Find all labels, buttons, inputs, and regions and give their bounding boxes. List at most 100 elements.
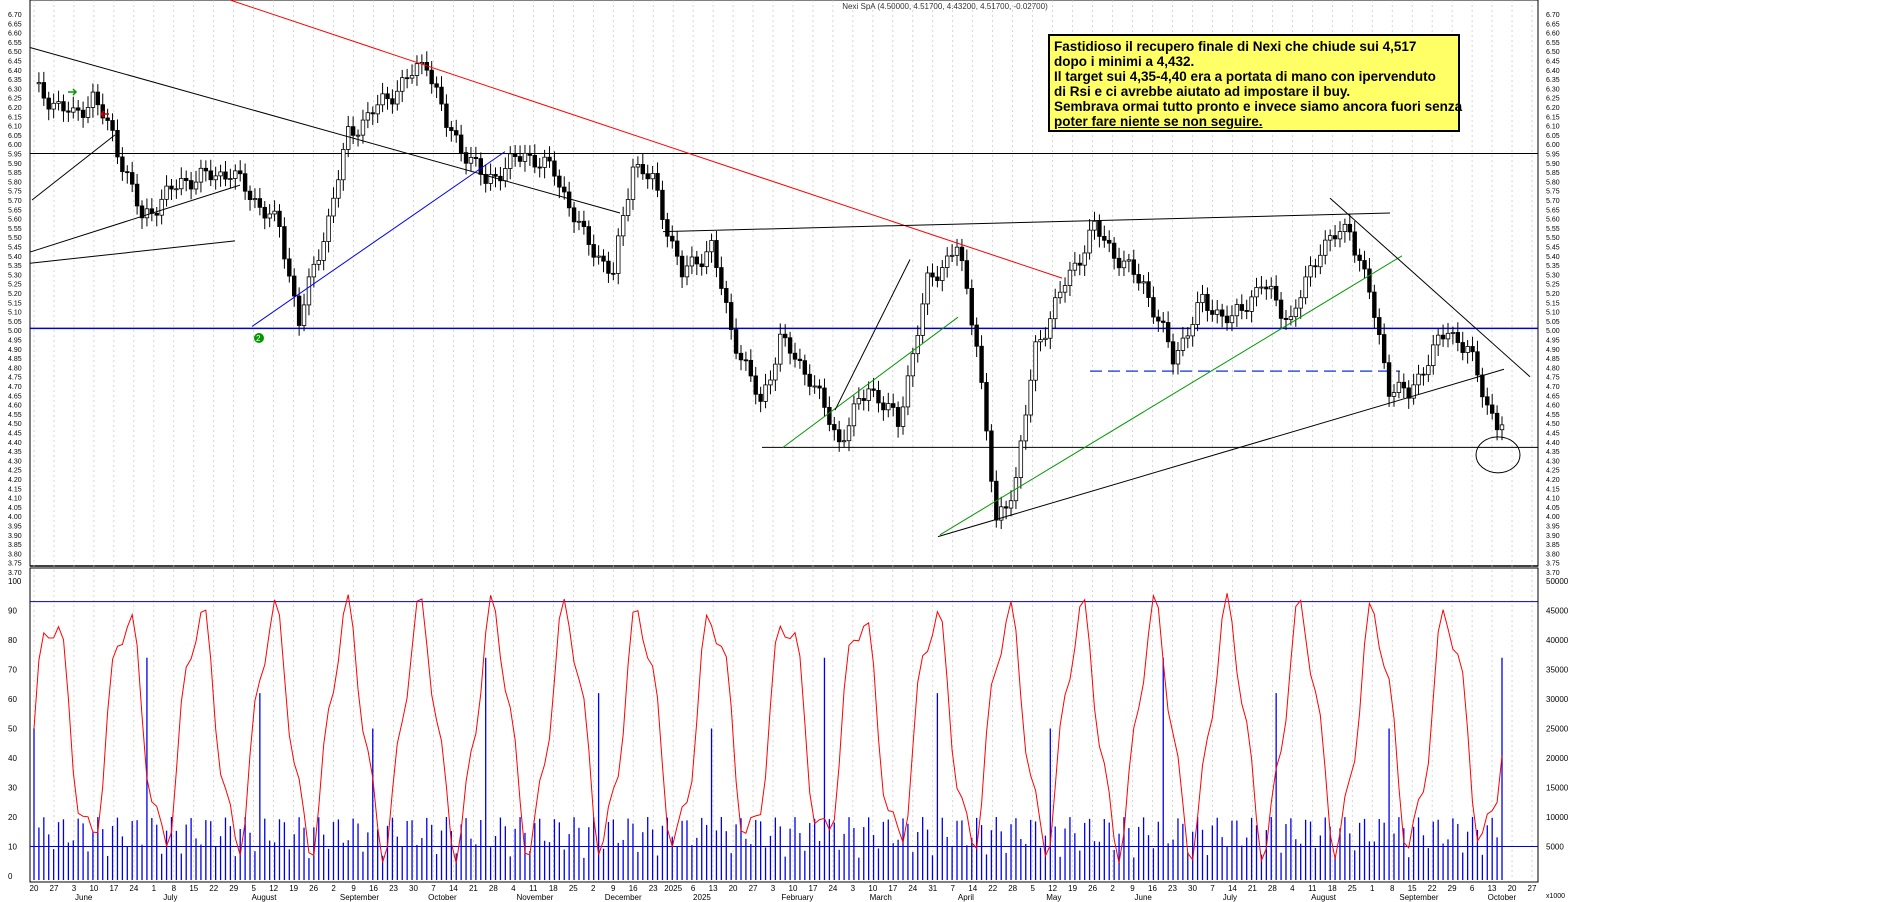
trend-line	[29, 240, 236, 264]
x-tick-label: 14	[449, 884, 458, 893]
candle-body	[851, 403, 857, 427]
candle-body	[1057, 291, 1063, 299]
x-tick-label: 2	[331, 884, 336, 893]
y-tick-label-left: 5.80	[8, 179, 22, 186]
y-tick-label-right: 6.70	[1546, 12, 1560, 19]
candle-body	[1475, 351, 1480, 376]
candle-body	[439, 86, 444, 105]
x-tick-label: 7	[951, 884, 956, 893]
candle-body	[1121, 260, 1127, 269]
candle-body	[1485, 396, 1490, 406]
rsi-tick-label: 10	[8, 843, 17, 852]
candle-body	[547, 156, 552, 162]
candle-body	[1269, 285, 1274, 290]
candle-body	[184, 177, 189, 181]
candle-body	[876, 389, 881, 404]
annotation-line: Il target sui 4,35-4,40 era a portata di…	[1054, 69, 1436, 84]
y-tick-label-left: 5.15	[8, 300, 22, 307]
y-tick-label-left: 4.00	[8, 514, 22, 521]
x-tick-label: 23	[1168, 884, 1177, 893]
candle-body	[645, 173, 650, 180]
x-tick-label: 9	[1130, 884, 1135, 893]
candle-body	[674, 240, 680, 257]
candle-body	[1229, 315, 1235, 324]
candle-body	[449, 127, 454, 131]
candle-body	[301, 304, 307, 326]
candle-body	[557, 175, 562, 188]
x-tick-label: 30	[409, 884, 418, 893]
y-tick-label-right: 4.45	[1546, 431, 1560, 438]
candle-body	[350, 126, 356, 136]
candle-body	[1357, 254, 1362, 261]
y-tick-label-left: 5.65	[8, 207, 22, 214]
candle-body	[989, 430, 994, 482]
candle-body	[1278, 299, 1284, 319]
candle-body	[1067, 269, 1073, 286]
candle-body	[321, 241, 326, 261]
candle-body	[1126, 259, 1132, 262]
candle-body	[193, 181, 199, 190]
candle-body	[1018, 440, 1024, 478]
candle-body	[1092, 220, 1097, 231]
y-tick-label-right: 4.35	[1546, 449, 1560, 456]
candle-body	[503, 168, 508, 182]
candle-body	[827, 406, 832, 425]
y-tick-label-left: 5.85	[8, 170, 22, 177]
candle-body	[458, 134, 464, 154]
candle-body	[694, 256, 700, 265]
candle-body	[945, 255, 950, 268]
month-label: December	[605, 893, 642, 902]
candle-body	[110, 120, 115, 131]
candle-body	[252, 198, 258, 200]
x-tick-label: 8	[1390, 884, 1395, 893]
x-tick-label: 2	[1110, 884, 1115, 893]
y-tick-label-left: 6.65	[8, 21, 22, 28]
candle-body	[940, 267, 945, 281]
y-tick-label-right: 5.20	[1546, 291, 1560, 298]
volume-tick-label: 20000	[1546, 754, 1569, 763]
y-tick-label-left: 4.65	[8, 393, 22, 400]
x-tick-label: 26	[309, 884, 318, 893]
candle-body	[1219, 309, 1225, 317]
candle-body	[1023, 414, 1028, 442]
y-tick-label-right: 3.95	[1546, 524, 1560, 531]
x-tick-label: 5	[251, 884, 256, 893]
x-tick-label: 28	[1008, 884, 1017, 893]
candle-body	[611, 272, 616, 275]
y-tick-label-right: 5.25	[1546, 282, 1560, 289]
candle-body	[75, 107, 81, 111]
x-tick-label: 18	[549, 884, 558, 893]
month-label: 2025	[693, 893, 711, 902]
x-tick-label: 25	[1348, 884, 1357, 893]
candle-body	[139, 205, 145, 219]
candle-body	[1033, 341, 1038, 381]
x-tick-label: 26	[1088, 884, 1097, 893]
candle-body	[61, 101, 66, 112]
candle-body	[56, 101, 61, 104]
y-tick-label-left: 5.40	[8, 254, 22, 261]
candle-body	[748, 359, 754, 377]
y-tick-label-right: 3.75	[1546, 561, 1560, 568]
x-tick-label: 28	[489, 884, 498, 893]
y-tick-label-left: 5.30	[8, 272, 22, 279]
candle-body	[306, 276, 312, 306]
annotation-line: Fastidioso il recupero finale di Nexi ch…	[1054, 39, 1417, 54]
y-tick-label-right: 6.45	[1546, 59, 1560, 66]
candle-body	[1038, 339, 1043, 343]
y-tick-label-right: 5.85	[1546, 170, 1560, 177]
x-tick-label: 27	[1528, 884, 1537, 893]
y-tick-label-right: 4.90	[1546, 347, 1560, 354]
x-tick-label: 10	[868, 884, 877, 893]
candle-body	[517, 156, 523, 162]
candle-body	[105, 117, 110, 121]
candle-body	[1102, 235, 1107, 241]
candle-body	[665, 219, 670, 237]
candle-body	[85, 107, 91, 118]
candle-body	[856, 398, 862, 405]
candle-body	[812, 385, 817, 388]
candle-body	[1411, 384, 1416, 399]
x-tick-label: 24	[129, 884, 138, 893]
y-tick-label-left: 4.25	[8, 468, 22, 475]
candle-body	[282, 226, 287, 260]
